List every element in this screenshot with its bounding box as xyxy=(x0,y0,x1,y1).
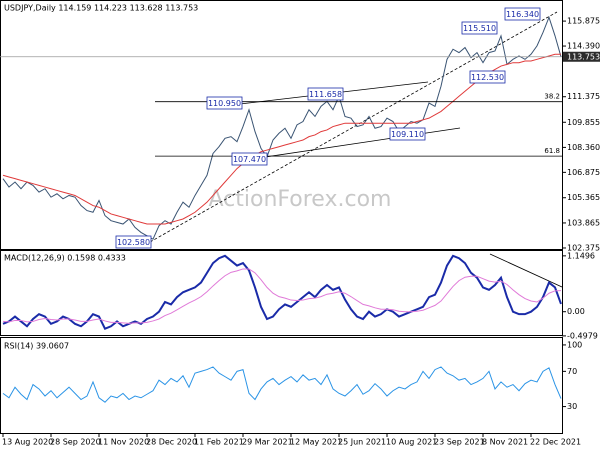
series-line xyxy=(2,268,562,324)
watermark: ActionForex.com xyxy=(209,187,392,212)
annotation: 115.510 xyxy=(463,24,496,33)
rsi-title: RSI(14) 39.0607 xyxy=(4,342,69,351)
annotation-box xyxy=(469,70,506,84)
y-tick-label: 1.1496 xyxy=(567,251,595,260)
x-tick-label: 28 Dec 2020 xyxy=(146,438,197,447)
macd-panel xyxy=(0,250,563,336)
fib-label: 38.2 xyxy=(544,93,560,101)
x-tick-label: 11 Nov 2020 xyxy=(98,438,149,447)
annotation: 116.340 xyxy=(506,10,539,19)
x-tick-label: 12 May 2021 xyxy=(290,438,342,447)
annotation: 110.950 xyxy=(208,99,241,108)
y-tick-label: 30 xyxy=(567,402,577,411)
series-line xyxy=(2,366,562,403)
x-tick-label: 11 Feb 2021 xyxy=(194,438,244,447)
y-tick-label: 108.360 xyxy=(567,143,600,152)
y-tick-label: 109.855 xyxy=(567,118,600,127)
annotation-box xyxy=(115,235,152,249)
y-tick-label: 100 xyxy=(567,340,582,349)
x-tick-label: 28 Sep 2020 xyxy=(50,438,101,447)
y-tick-label: 105.365 xyxy=(567,193,600,202)
y-tick-label: 115.875 xyxy=(567,17,600,26)
y-tick-label: 103.865 xyxy=(567,218,600,227)
x-tick-label: 23 Sep 2021 xyxy=(434,438,485,447)
price-panel xyxy=(0,0,563,250)
y-tick-label: 0.00 xyxy=(567,307,585,316)
last-price-box xyxy=(563,51,600,62)
x-tick-label: 13 Aug 2020 xyxy=(2,438,53,447)
annotation: 107.470 xyxy=(233,155,266,164)
chart-title: USDJPY,Daily 114.159 114.223 113.628 113… xyxy=(4,4,198,13)
annotation-box xyxy=(307,87,344,101)
y-tick-label: 102.375 xyxy=(567,243,600,252)
annotation-box xyxy=(231,152,268,166)
series-line xyxy=(2,53,561,225)
x-tick-label: 29 Mar 2021 xyxy=(242,438,293,447)
x-tick-label: 22 Dec 2021 xyxy=(530,438,581,447)
annotation: 111.658 xyxy=(309,90,342,99)
annotation: 112.530 xyxy=(471,73,504,82)
annotation-box xyxy=(504,7,541,21)
y-tick-label: 114.390 xyxy=(567,42,600,51)
series-line xyxy=(2,254,562,330)
trend-line xyxy=(149,11,558,243)
x-tick-label: 25 Jun 2021 xyxy=(338,438,386,447)
last-price-label: 113.753 xyxy=(567,52,600,61)
annotation: 102.580 xyxy=(117,238,150,247)
y-tick-label: 111.375 xyxy=(567,92,600,101)
annotation-box xyxy=(389,127,426,141)
rsi-panel xyxy=(0,337,563,434)
macd-title: MACD(12,26,9) 0.1598 0.4333 xyxy=(4,254,126,263)
x-tick-label: 8 Nov 2021 xyxy=(482,438,528,447)
annotation-box xyxy=(206,96,243,110)
macd-trend-line xyxy=(489,253,563,288)
y-tick-label: -0.4979 xyxy=(567,331,598,340)
annotation-box xyxy=(461,21,498,35)
y-tick-label: 70 xyxy=(567,367,577,376)
annotation: 109.110 xyxy=(391,130,424,139)
fib-label: 61.8 xyxy=(544,147,560,155)
x-tick-label: 10 Aug 2021 xyxy=(386,438,437,447)
y-tick-label: 106.875 xyxy=(567,168,600,177)
